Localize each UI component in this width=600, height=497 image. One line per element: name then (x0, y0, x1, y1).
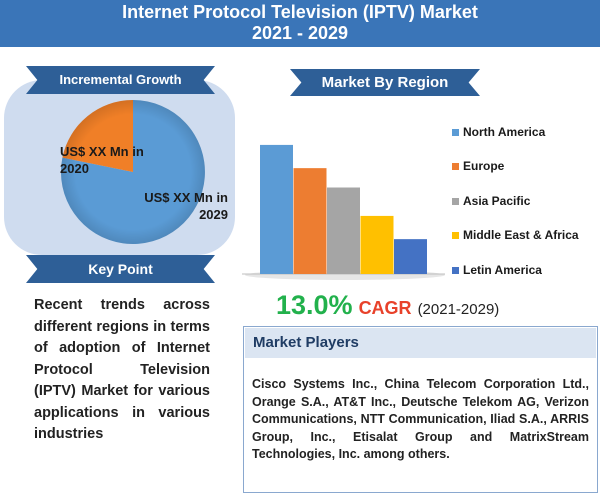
legend-item-latin-america: Letin America (452, 263, 542, 277)
region-bar-chart (242, 144, 445, 280)
legend-swatch (452, 266, 459, 274)
cagr-years: (2021-2029) (417, 301, 500, 318)
legend-label: Letin America (463, 263, 542, 277)
legend-swatch (452, 162, 459, 170)
page-title: Internet Protocol Television (IPTV) Mark… (122, 2, 478, 22)
bar-europe (293, 168, 327, 274)
legend-label: Asia Pacific (463, 194, 531, 208)
bar-middle-east-africa (360, 215, 394, 274)
bar-asia-pacific (327, 187, 360, 274)
pie-label-2029: US$ XX Mn in 2029 (144, 190, 228, 222)
legend-swatch (452, 128, 459, 136)
pie-label-2020: US$ XX Mn in 2020 (60, 144, 144, 176)
market-players-text: Cisco Systems Inc., China Telecom Corpor… (252, 377, 589, 461)
legend-label: Middle East & Africa (463, 228, 579, 242)
incremental-growth-ribbon: Incremental Growth (26, 66, 215, 94)
legend-swatch (452, 197, 459, 205)
page-title-bar: Internet Protocol Television (IPTV) Mark… (0, 0, 600, 47)
market-players-heading: Market Players (245, 328, 596, 358)
cagr-value: 13.0% (276, 290, 353, 320)
cagr-label: CAGR (358, 298, 412, 318)
key-point-ribbon: Key Point (26, 255, 215, 283)
legend-item-europe: Europe (452, 159, 504, 173)
cagr-block: 13.0% CAGR (2021-2029) (276, 290, 499, 321)
incremental-pie-chart (60, 99, 205, 244)
bar-north-america (260, 144, 293, 274)
page-subtitle-years: 2021 - 2029 (251, 23, 349, 43)
legend-item-north-america: North America (452, 125, 545, 139)
market-by-region-ribbon: Market By Region (290, 69, 480, 96)
legend-swatch (452, 231, 459, 239)
legend-item-asia-pacific: Asia Pacific (452, 194, 530, 208)
key-point-text: Recent trends across different regions i… (34, 297, 210, 442)
legend-label: Europe (463, 159, 505, 173)
legend-label: North America (463, 125, 546, 139)
bar-letin-america (394, 239, 427, 274)
market-players-box: Market Players Cisco Systems Inc., China… (243, 326, 598, 493)
legend-item-middle-east-africa: Middle East & Africa (452, 228, 579, 242)
